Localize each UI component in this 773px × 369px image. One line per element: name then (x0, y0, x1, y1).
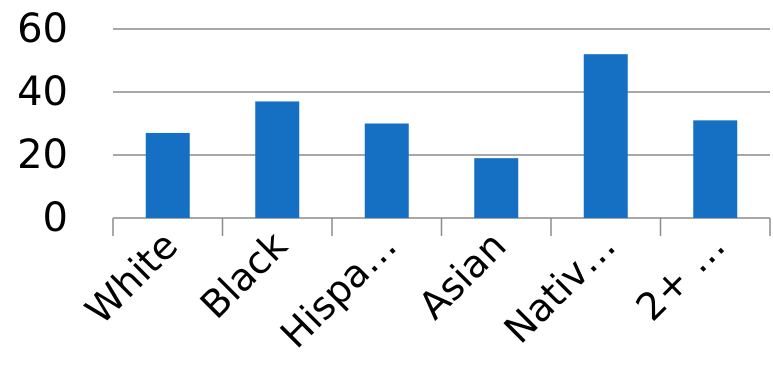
bars (145, 54, 738, 219)
y-tick-label: 0 (43, 195, 68, 241)
x-tick-label: Asian (410, 223, 514, 327)
bar (583, 54, 628, 219)
x-tick-label: White (77, 223, 186, 332)
x-axis (112, 218, 771, 236)
y-tick-label: 60 (17, 6, 68, 52)
x-tick-label: 2+ … (627, 223, 733, 329)
x-tick-label: Hispa… (272, 223, 405, 356)
y-tick-label: 20 (17, 132, 68, 178)
bar (364, 123, 409, 218)
y-axis-tick-labels: 0 20 40 60 (17, 6, 68, 241)
bar (474, 158, 519, 218)
bar (693, 120, 738, 218)
bar (255, 101, 300, 218)
y-tick-label: 40 (17, 69, 68, 115)
gridlines (113, 28, 770, 219)
bar (145, 132, 190, 218)
x-tick-label: Black (192, 223, 296, 327)
x-tick-label: Nativ… (496, 223, 624, 351)
